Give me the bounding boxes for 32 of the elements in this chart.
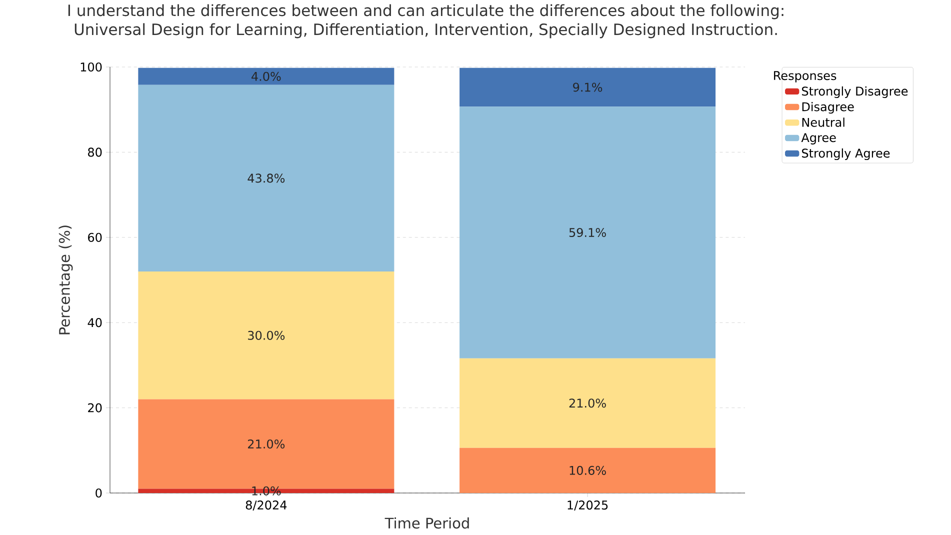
bar [460, 106, 716, 358]
legend-label: Agree [801, 133, 836, 144]
legend-title: Responses [774, 71, 836, 82]
legend-label: Disagree [802, 102, 854, 114]
y-tick-label: 40 [88, 318, 102, 328]
x-tick-label: 1/2025 [568, 500, 608, 511]
data-label: 10.6% [570, 466, 606, 475]
bar [138, 68, 394, 85]
y-tick-label: 0 [96, 488, 102, 498]
y-tick-label: 100 [80, 62, 102, 72]
y-axis-title: Percentage (%) [58, 226, 73, 334]
bar [138, 84, 394, 272]
y-tick-label: 20 [88, 403, 102, 412]
bar [460, 448, 716, 493]
legend-label: Strongly Agree [802, 148, 890, 160]
legend-label: Strongly Disagree [802, 86, 908, 98]
legend-label: Neutral [802, 118, 844, 127]
chart-title: I understand the differences between and can articulate the differences about the following: Universal Design for Learning, Differentiation, Intervention, Specially Designed Instruction. [68, 4, 784, 38]
data-label: 9.1% [573, 82, 602, 92]
bar [460, 68, 716, 107]
y-tick-label: 80 [88, 148, 102, 157]
data-label: 59.1% [569, 228, 606, 238]
bar [138, 271, 394, 400]
data-label: 4.0% [252, 72, 281, 81]
data-label: 30.0% [248, 330, 285, 340]
data-label: 21.0% [569, 398, 606, 408]
data-label: 21.0% [248, 439, 285, 449]
data-label: 43.8% [248, 174, 285, 183]
bar [460, 358, 716, 448]
x-tick-label: 8/2024 [246, 500, 287, 511]
y-tick-label: 60 [88, 232, 102, 242]
x-axis-title: Time Period [384, 517, 469, 529]
